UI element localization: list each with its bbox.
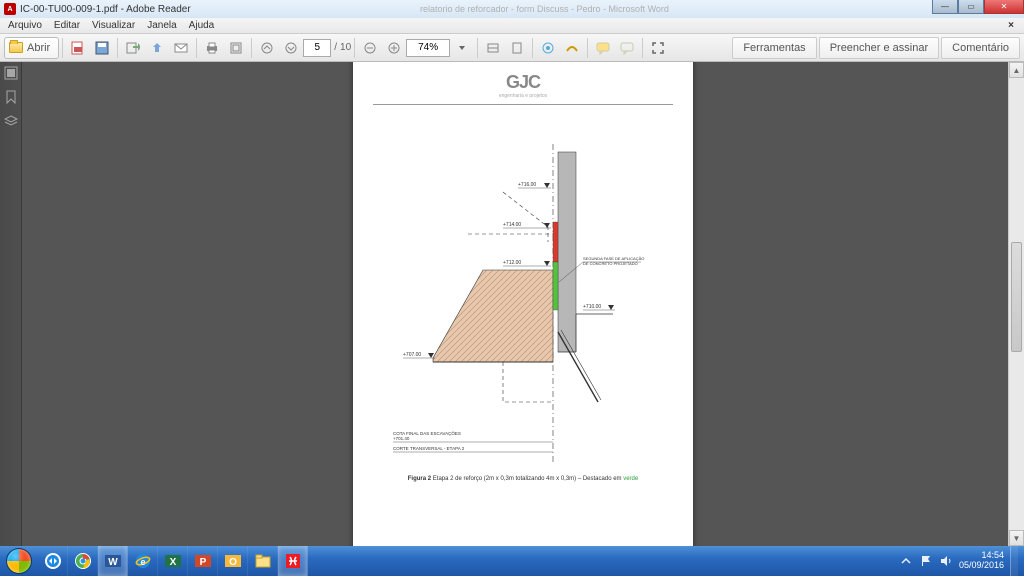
svg-text:e: e (140, 557, 145, 567)
scroll-thumb[interactable] (1011, 242, 1022, 352)
background-window-title: relatorio de reforcador - form Discuss -… (420, 4, 669, 14)
svg-text:+712.00: +712.00 (503, 260, 521, 266)
svg-text:CORTE TRANSVERSAL - ETAPA 2: CORTE TRANSVERSAL - ETAPA 2 (393, 446, 465, 451)
titlebar: A IC-00-TU00-009-1.pdf - Adobe Reader re… (0, 0, 1024, 18)
tray-flag-icon[interactable] (919, 554, 933, 568)
taskbar-powerpoint-icon[interactable]: P (188, 546, 218, 576)
taskbar: W e X P O 14:54 05/09/2016 (0, 546, 1024, 576)
system-tray: 14:54 05/09/2016 (899, 546, 1024, 576)
maximize-button[interactable]: ▭ (958, 0, 984, 14)
svg-text:+716.00: +716.00 (518, 182, 536, 188)
scroll-down-arrow[interactable]: ▼ (1009, 530, 1024, 546)
nav-panel (0, 62, 22, 546)
taskbar-word-icon[interactable]: W (98, 546, 128, 576)
open-label: Abrir (27, 42, 50, 54)
email-icon[interactable] (170, 37, 192, 59)
fullscreen-icon[interactable] (647, 37, 669, 59)
menu-visualizar[interactable]: Visualizar (86, 20, 141, 31)
zoom-out-icon[interactable] (359, 37, 381, 59)
taskbar-ie-icon[interactable]: e (128, 546, 158, 576)
page-viewer[interactable]: GJC engenharia e projetos +716.00 +714.00… (22, 62, 1024, 546)
window-controls: — ▭ ✕ (932, 0, 1024, 14)
page-number-input[interactable] (303, 39, 331, 57)
fit-width-icon[interactable] (482, 37, 504, 59)
taskbar-acrobat-icon[interactable] (278, 546, 308, 576)
menubar: Arquivo Editar Visualizar Janela Ajuda × (0, 18, 1024, 34)
export-icon[interactable] (225, 37, 247, 59)
document-area: GJC engenharia e projetos +716.00 +714.00… (0, 62, 1024, 546)
vertical-scrollbar[interactable]: ▲ ▼ (1008, 62, 1024, 546)
thumbnails-icon[interactable] (4, 66, 18, 80)
open-file-button[interactable]: Abrir (4, 37, 59, 59)
menu-janela[interactable]: Janela (141, 20, 182, 31)
menu-editar[interactable]: Editar (48, 20, 86, 31)
taskbar-excel-icon[interactable]: X (158, 546, 188, 576)
svg-text:P: P (199, 557, 206, 568)
read-mode-icon[interactable] (537, 37, 559, 59)
page-up-icon[interactable] (256, 37, 278, 59)
menu-ajuda[interactable]: Ajuda (183, 20, 221, 31)
save-icon[interactable] (91, 37, 113, 59)
comment-bubble-icon[interactable] (592, 37, 614, 59)
layers-icon[interactable] (4, 114, 18, 128)
svg-text:O: O (229, 557, 237, 568)
pdf-app-icon: A (4, 3, 16, 15)
right-panel-tabs: Ferramentas Preencher e assinar Comentár… (732, 37, 1020, 59)
engineering-diagram: +716.00+714.00+712.00+710.00+707.00SEGUN… (373, 132, 673, 472)
svg-text:DE CONCRETO PROJETADO: DE CONCRETO PROJETADO (583, 261, 638, 266)
page-down-icon[interactable] (280, 37, 302, 59)
tray-up-icon[interactable] (899, 554, 913, 568)
taskbar-outlook-icon[interactable]: O (218, 546, 248, 576)
taskbar-apps: W e X P O (38, 546, 308, 576)
show-desktop-button[interactable] (1010, 546, 1018, 576)
company-logo: GJC engenharia e projetos (499, 72, 547, 99)
close-document-button[interactable]: × (1002, 20, 1020, 31)
share-icon[interactable] (146, 37, 168, 59)
tray-speaker-icon[interactable] (939, 554, 953, 568)
close-button[interactable]: ✕ (984, 0, 1024, 14)
pdf-page: GJC engenharia e projetos +716.00 +714.00… (353, 62, 693, 546)
svg-text:+707.00: +707.00 (403, 352, 421, 358)
svg-text:X: X (169, 557, 176, 568)
svg-text:+714.00: +714.00 (503, 222, 521, 228)
menu-arquivo[interactable]: Arquivo (2, 20, 48, 31)
zoom-dropdown-icon[interactable] (451, 37, 473, 59)
minimize-button[interactable]: — (932, 0, 958, 14)
create-pdf-icon[interactable] (67, 37, 89, 59)
svg-text:+701.40: +701.40 (393, 436, 410, 441)
zoom-in-icon[interactable] (383, 37, 405, 59)
bookmarks-icon[interactable] (4, 90, 18, 104)
taskbar-explorer-icon[interactable] (248, 546, 278, 576)
fit-page-icon[interactable] (506, 37, 528, 59)
page-sep: / (331, 42, 340, 53)
tools-tab[interactable]: Ferramentas (732, 37, 816, 59)
taskbar-chrome-icon[interactable] (68, 546, 98, 576)
tray-date: 05/09/2016 (959, 561, 1004, 571)
folder-icon (9, 42, 23, 53)
page-total: 10 (340, 42, 351, 53)
tool1-icon[interactable] (561, 37, 583, 59)
highlight-bubble-icon[interactable] (616, 37, 638, 59)
print-icon[interactable] (201, 37, 223, 59)
comment-tab[interactable]: Comentário (941, 37, 1020, 59)
svg-text:+710.00: +710.00 (583, 304, 601, 310)
window-title: IC-00-TU00-009-1.pdf - Adobe Reader (20, 4, 191, 15)
fill-sign-tab[interactable]: Preencher e assinar (819, 37, 939, 59)
scroll-up-arrow[interactable]: ▲ (1009, 62, 1024, 78)
taskbar-teamviewer-icon[interactable] (38, 546, 68, 576)
figure-caption: Figura 2 Etapa 2 de reforço (2m x 0,3m t… (353, 476, 693, 482)
toolbar: Abrir / 10 Ferramentas Preencher e assin… (0, 34, 1024, 62)
convert-icon[interactable] (122, 37, 144, 59)
svg-text:W: W (108, 557, 118, 568)
tray-clock[interactable]: 14:54 05/09/2016 (959, 551, 1004, 571)
zoom-input[interactable] (406, 39, 450, 57)
start-button[interactable] (0, 546, 38, 576)
